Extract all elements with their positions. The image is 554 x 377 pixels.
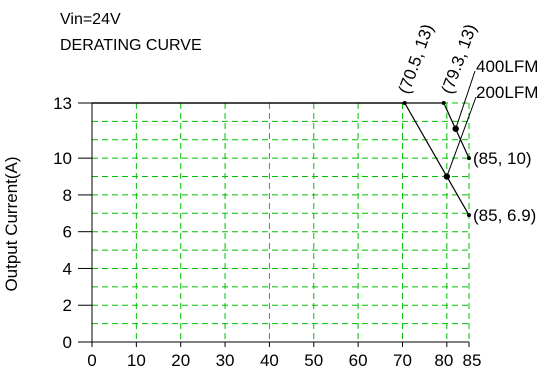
y-tick-label: 10: [53, 149, 72, 168]
y-tick-label: 6: [63, 223, 72, 242]
x-tick-label: 0: [87, 351, 96, 370]
series-line-200lfm: [92, 102, 470, 216]
y-tick-label: 13: [53, 94, 72, 113]
series-line-400lfm: [92, 102, 470, 159]
x-tick-label: 20: [171, 351, 190, 370]
x-tick-label: 40: [260, 351, 279, 370]
y-tick-label: 4: [63, 259, 72, 278]
annotation-85-6-9: (85, 6.9): [473, 206, 536, 225]
x-tick-label: 80: [434, 351, 453, 370]
x-tick-label: 70: [393, 351, 412, 370]
y-tick-label: 8: [63, 186, 72, 205]
leader-line-400lfm: [455, 70, 476, 129]
series-label-200lfm: 200LFM: [476, 83, 538, 102]
x-tick-label: 60: [349, 351, 368, 370]
x-tick-label: 10: [127, 351, 146, 370]
data-point: [441, 101, 446, 105]
annotation-79-3: (79.3, 13): [438, 21, 481, 96]
series-marker-400lfm: [452, 125, 459, 132]
y-tick-label: 0: [63, 333, 72, 352]
data-point: [467, 156, 471, 161]
data-point: [467, 213, 471, 218]
x-tick-label: 30: [216, 351, 235, 370]
series-label-400lfm: 400LFM: [476, 57, 538, 76]
y-tick-label: 2: [63, 296, 72, 315]
series-marker-200lfm: [443, 173, 451, 180]
chart-subtitle: Vin=24V: [60, 11, 121, 28]
annotation-85-10: (85, 10): [473, 149, 532, 168]
annotation-70-5: (70.5, 13): [395, 21, 438, 96]
x-tick-label: 85: [463, 351, 482, 370]
leader-line-200lfm: [446, 96, 477, 177]
data-point: [402, 101, 407, 105]
x-tick-label: 50: [304, 351, 323, 370]
chart-title: DERATING CURVE: [60, 37, 202, 54]
